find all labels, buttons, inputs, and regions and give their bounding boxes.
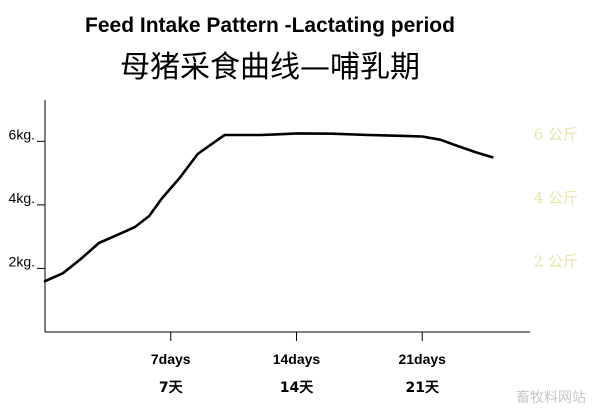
x-tick-label: 7days [151,351,191,367]
x-tick-label: 21days [398,351,446,367]
right-axis-label: 6 公斤 [534,125,578,143]
axes [37,100,530,341]
x-tick-label-zh: 21天 [405,380,439,396]
x-tick-label-zh: 14天 [280,380,314,396]
labels-layer: 2kg. 4kg. 6kg. 7days 7天 14days 14天 21days 21天 2 公… [9,125,578,396]
chart-title: Feed Intake Pattern -Lactating period [85,14,455,37]
y-tick-label: 2kg. [9,253,35,269]
series-layer [43,132,494,283]
y-tick-label: 6kg. [9,126,35,142]
chart-subtitle: 母猪采食曲线—哺乳期 [120,50,420,85]
x-tick-label: 14days [273,351,321,367]
watermark: 畜牧料网站 [516,390,586,406]
x-tick-label-zh: 7天 [159,380,184,396]
right-axis-label: 4 公斤 [534,189,578,207]
right-axis-label: 2 公斤 [534,252,578,270]
y-tick-label: 4kg. [9,190,35,206]
feed-intake-line [43,132,494,283]
